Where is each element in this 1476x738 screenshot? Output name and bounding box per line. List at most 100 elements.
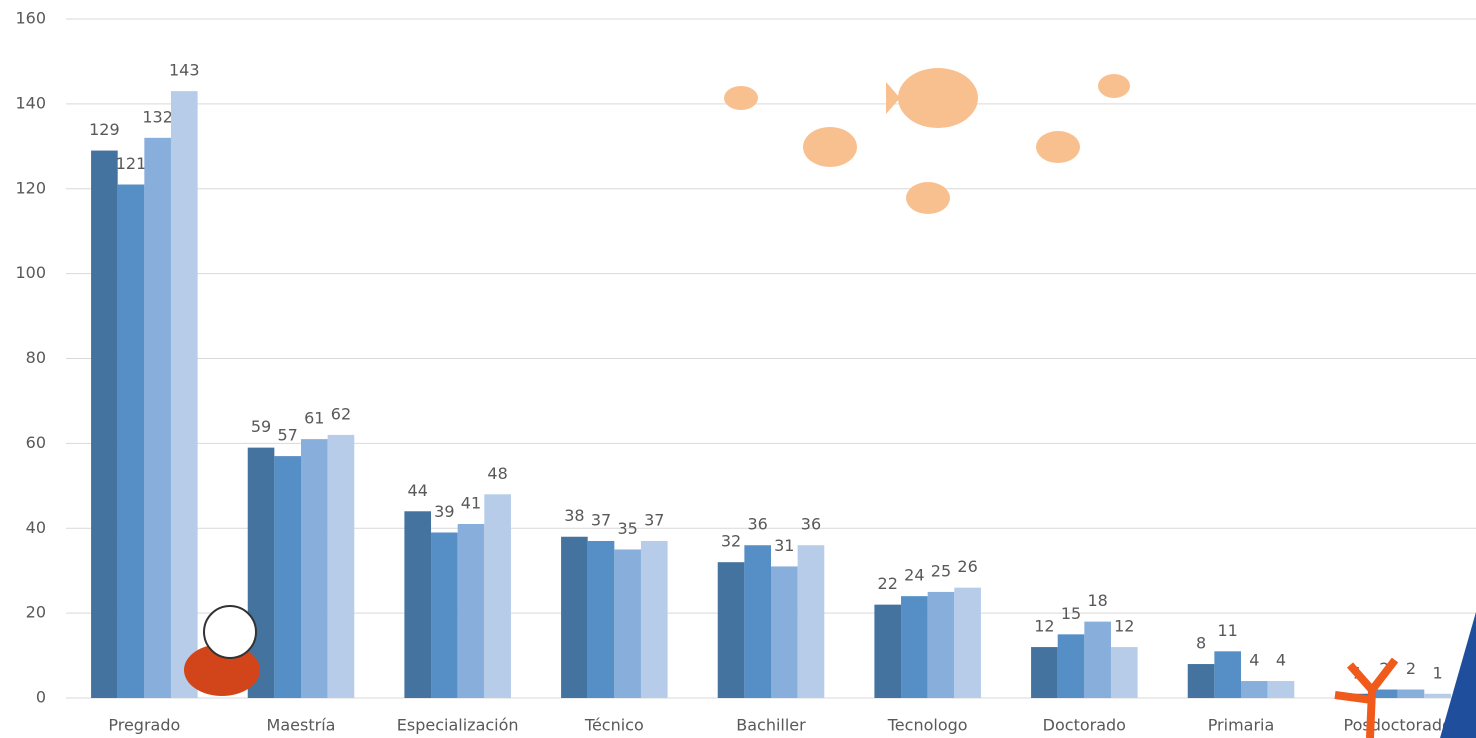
x-tick-label: Pregrado: [108, 716, 180, 735]
x-tick-label: Técnico: [584, 716, 644, 735]
value-label: 41: [461, 494, 481, 513]
fish: [724, 86, 758, 110]
value-label: 35: [617, 519, 637, 538]
crab: [184, 644, 260, 696]
y-tick-label: 80: [26, 348, 46, 367]
y-tick-label: 120: [15, 178, 46, 197]
value-label: 32: [721, 532, 741, 551]
bar: [457, 524, 485, 698]
value-label: 37: [644, 510, 664, 529]
bar: [717, 562, 745, 698]
y-tick-label: 0: [36, 688, 46, 707]
x-tick-label: Tecnologo: [887, 716, 968, 735]
value-label: 2: [1406, 659, 1416, 678]
bar: [1110, 647, 1138, 698]
bar: [431, 532, 458, 698]
bar: [1424, 693, 1451, 698]
value-label: 48: [487, 464, 507, 483]
bar: [1084, 621, 1111, 698]
value-label: 8: [1196, 634, 1206, 653]
value-label: 4: [1249, 651, 1259, 670]
value-label: 12: [1034, 617, 1054, 636]
bar: [561, 536, 588, 698]
x-tick-label: Doctorado: [1043, 716, 1126, 735]
value-label: 4: [1276, 651, 1286, 670]
value-label: 12: [1114, 617, 1134, 636]
value-label: 38: [564, 506, 584, 525]
x-tick-label: Maestría: [267, 716, 336, 735]
x-tick-label: Posdoctorado: [1343, 716, 1451, 735]
bar: [771, 566, 798, 698]
decoration-fish: [724, 68, 1130, 214]
y-tick-label: 100: [15, 263, 46, 282]
bar: [484, 494, 511, 698]
fish: [898, 68, 978, 128]
bar: [301, 439, 328, 698]
bar: [327, 434, 355, 698]
decoration-crab: [184, 605, 260, 696]
bar: [874, 604, 902, 698]
bar: [91, 150, 118, 698]
value-label: 25: [931, 561, 951, 580]
y-tick-label: 40: [26, 518, 46, 537]
bar: [170, 91, 198, 699]
crab-claw: [203, 605, 257, 659]
bar: [274, 456, 301, 698]
bar: [587, 540, 615, 698]
bar: [1214, 651, 1241, 698]
bar: [797, 545, 825, 698]
value-label: 36: [801, 515, 821, 534]
rock: [1440, 612, 1476, 738]
value-label: 143: [169, 61, 200, 80]
value-label: 44: [408, 481, 428, 500]
fish: [803, 127, 857, 167]
bar: [404, 511, 432, 698]
value-label: 37: [591, 510, 611, 529]
decoration-coral: [1334, 612, 1476, 738]
value-label: 18: [1087, 591, 1107, 610]
bar: [614, 549, 641, 698]
bar: [1057, 634, 1085, 698]
value-label: 132: [142, 107, 173, 126]
x-tick-label: Especialización: [397, 716, 519, 735]
bar: [744, 545, 771, 698]
value-label: 24: [904, 566, 924, 585]
value-label: 1: [1433, 663, 1443, 682]
y-tick-label: 60: [26, 433, 46, 452]
bar: [640, 540, 668, 698]
value-label: 15: [1061, 604, 1081, 623]
fish-tail: [886, 82, 900, 114]
bar: [901, 596, 928, 698]
bar: [1187, 664, 1215, 698]
x-tick-label: Primaria: [1208, 716, 1275, 735]
value-label: 11: [1218, 621, 1238, 640]
value-label: 36: [748, 515, 768, 534]
value-label: 22: [878, 574, 898, 593]
bar: [144, 137, 171, 698]
x-tick-label: Bachiller: [736, 716, 806, 735]
y-tick-label: 160: [15, 9, 46, 28]
value-label: 59: [251, 417, 271, 436]
value-label: 121: [116, 154, 147, 173]
fish: [1098, 74, 1130, 98]
bar: [1267, 681, 1295, 698]
bar: [117, 184, 145, 699]
value-label: 57: [278, 426, 298, 445]
bar: [927, 591, 955, 698]
bar: [1031, 647, 1058, 698]
y-tick-label: 140: [15, 93, 46, 112]
value-label: 61: [304, 409, 324, 428]
bar: [1241, 681, 1268, 698]
value-label: 26: [957, 557, 977, 576]
bar: [1397, 689, 1425, 698]
y-tick-label: 20: [26, 603, 46, 622]
fish: [906, 182, 950, 214]
bar: [1371, 689, 1398, 698]
fish: [1036, 131, 1080, 163]
coral: [1334, 657, 1399, 738]
value-label: 129: [89, 120, 120, 139]
bar: [954, 587, 981, 698]
